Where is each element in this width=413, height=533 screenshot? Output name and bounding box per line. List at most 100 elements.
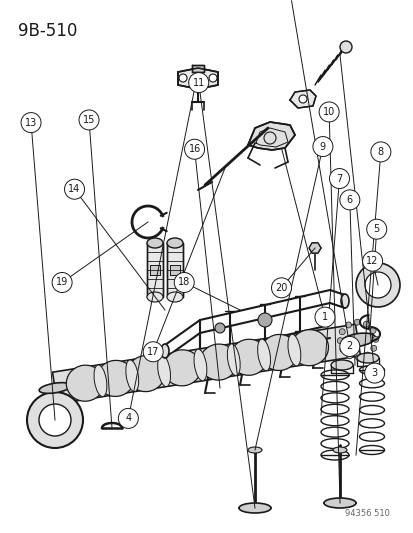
Text: 14: 14 xyxy=(68,184,81,194)
Circle shape xyxy=(64,179,84,199)
Polygon shape xyxy=(150,265,159,275)
Ellipse shape xyxy=(257,339,270,371)
Circle shape xyxy=(363,352,370,358)
Ellipse shape xyxy=(287,334,300,366)
Circle shape xyxy=(271,278,291,298)
Circle shape xyxy=(174,272,194,293)
Ellipse shape xyxy=(260,334,297,370)
Circle shape xyxy=(364,272,390,298)
Polygon shape xyxy=(308,243,320,253)
Circle shape xyxy=(369,327,375,334)
Ellipse shape xyxy=(147,292,163,302)
Circle shape xyxy=(209,74,216,82)
Ellipse shape xyxy=(127,356,164,392)
Ellipse shape xyxy=(66,365,104,401)
Text: 9B-510: 9B-510 xyxy=(18,22,77,40)
Circle shape xyxy=(118,408,138,429)
Circle shape xyxy=(178,74,187,82)
Polygon shape xyxy=(170,265,180,275)
Polygon shape xyxy=(289,90,315,108)
Text: 2: 2 xyxy=(346,342,352,351)
Polygon shape xyxy=(147,243,163,297)
Polygon shape xyxy=(192,65,204,72)
Ellipse shape xyxy=(290,329,328,366)
Circle shape xyxy=(372,336,378,342)
Text: 18: 18 xyxy=(178,278,190,287)
Ellipse shape xyxy=(332,447,346,453)
Ellipse shape xyxy=(194,349,206,381)
Circle shape xyxy=(339,346,345,352)
Text: 5: 5 xyxy=(373,224,379,234)
Ellipse shape xyxy=(323,498,355,508)
Ellipse shape xyxy=(330,360,352,370)
Polygon shape xyxy=(52,324,360,404)
Circle shape xyxy=(52,272,72,293)
Circle shape xyxy=(355,355,361,361)
Ellipse shape xyxy=(247,447,261,453)
Circle shape xyxy=(364,363,384,383)
Circle shape xyxy=(39,404,71,436)
Text: 7: 7 xyxy=(335,174,342,183)
Ellipse shape xyxy=(126,360,138,392)
Text: 4: 4 xyxy=(125,414,131,423)
Ellipse shape xyxy=(238,503,271,513)
Circle shape xyxy=(257,313,271,327)
Text: 1: 1 xyxy=(321,312,327,322)
Circle shape xyxy=(339,336,359,357)
Ellipse shape xyxy=(199,344,237,380)
Text: 17: 17 xyxy=(147,347,159,357)
Text: 9: 9 xyxy=(319,142,325,151)
Circle shape xyxy=(214,323,224,333)
Text: 10: 10 xyxy=(322,107,335,117)
Ellipse shape xyxy=(96,360,134,397)
Circle shape xyxy=(363,321,368,327)
Circle shape xyxy=(143,342,163,362)
Ellipse shape xyxy=(161,344,169,358)
Circle shape xyxy=(339,41,351,53)
Circle shape xyxy=(336,338,342,344)
Circle shape xyxy=(184,139,204,159)
Text: 19: 19 xyxy=(56,278,68,287)
Circle shape xyxy=(370,345,376,351)
Circle shape xyxy=(298,95,306,103)
Text: 16: 16 xyxy=(188,144,200,154)
Ellipse shape xyxy=(147,238,163,248)
Polygon shape xyxy=(166,243,183,297)
Polygon shape xyxy=(178,68,218,89)
Circle shape xyxy=(354,319,359,325)
Circle shape xyxy=(370,142,390,162)
Circle shape xyxy=(355,263,399,307)
Circle shape xyxy=(312,136,332,157)
Text: 13: 13 xyxy=(25,118,37,127)
Text: 12: 12 xyxy=(366,256,378,266)
Circle shape xyxy=(338,329,344,335)
Text: 11: 11 xyxy=(192,78,204,87)
Circle shape xyxy=(329,168,349,189)
Text: 94356 510: 94356 510 xyxy=(344,509,389,518)
Ellipse shape xyxy=(163,350,201,386)
Ellipse shape xyxy=(166,292,183,302)
Text: 8: 8 xyxy=(377,147,383,157)
Circle shape xyxy=(339,190,359,210)
Circle shape xyxy=(188,72,208,93)
Text: 3: 3 xyxy=(371,368,377,378)
Ellipse shape xyxy=(229,340,267,375)
Circle shape xyxy=(21,112,41,133)
Circle shape xyxy=(362,251,382,271)
Ellipse shape xyxy=(166,238,183,248)
Text: 6: 6 xyxy=(346,195,352,205)
Circle shape xyxy=(346,353,352,359)
Circle shape xyxy=(79,110,99,130)
Circle shape xyxy=(318,102,338,122)
Text: 15: 15 xyxy=(83,115,95,125)
Text: 20: 20 xyxy=(275,283,287,293)
Ellipse shape xyxy=(157,355,170,386)
Ellipse shape xyxy=(39,383,71,393)
Ellipse shape xyxy=(94,365,107,397)
Circle shape xyxy=(27,392,83,448)
Ellipse shape xyxy=(227,344,240,376)
Polygon shape xyxy=(247,122,294,150)
Ellipse shape xyxy=(340,294,348,308)
Circle shape xyxy=(345,322,351,328)
Ellipse shape xyxy=(340,333,375,347)
